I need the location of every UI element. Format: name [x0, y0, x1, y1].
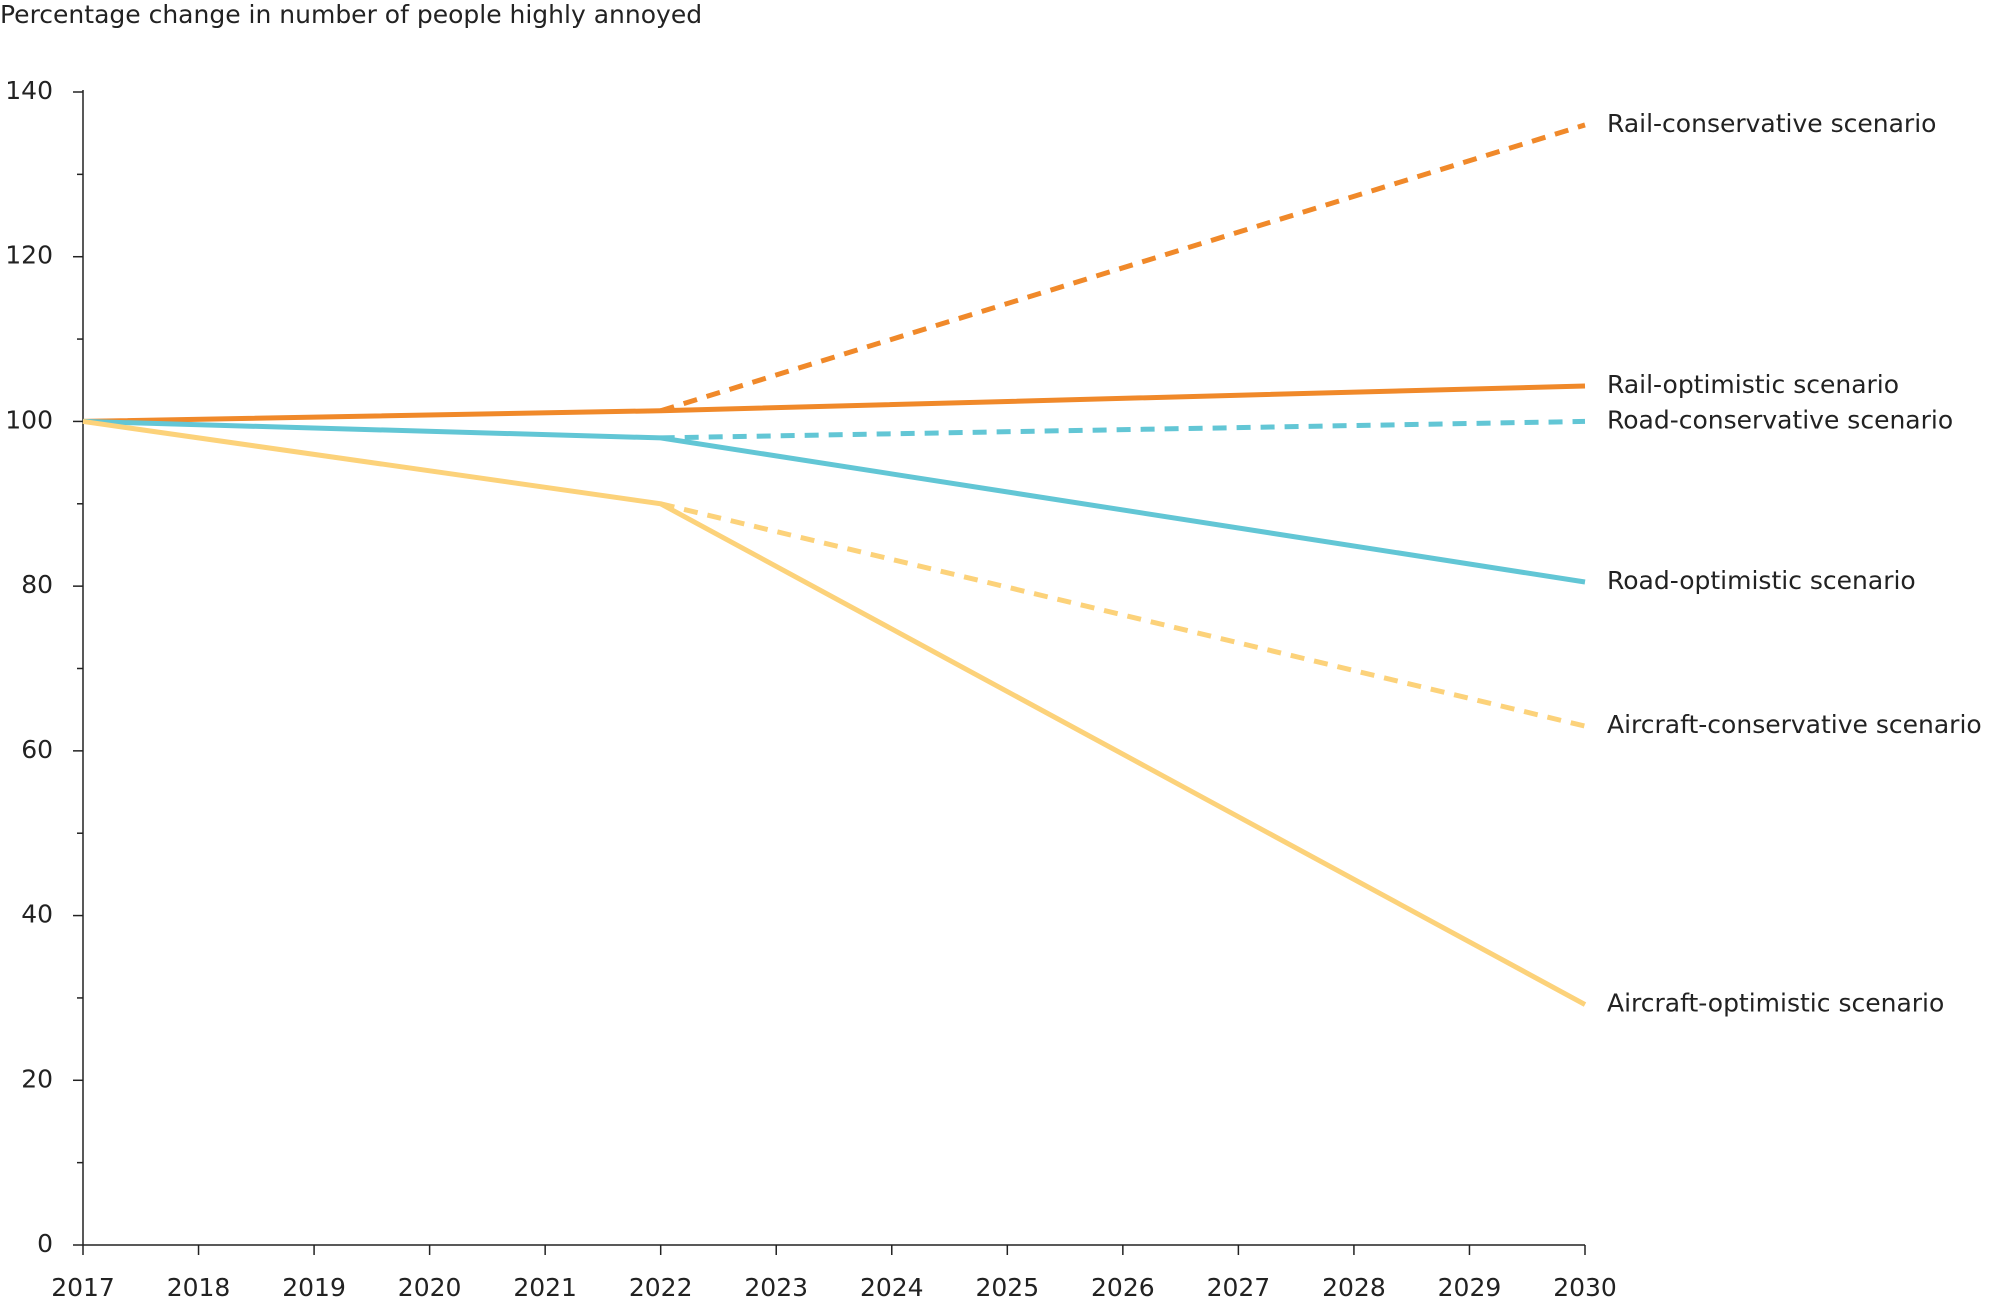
series-label: Rail-conservative scenario	[1607, 109, 1936, 138]
x-tick-label: 2026	[1091, 1273, 1155, 1302]
y-tick-label: 0	[37, 1229, 53, 1258]
y-tick-label: 60	[21, 735, 53, 764]
x-tick-label: 2027	[1207, 1273, 1271, 1302]
x-tick-label: 2022	[629, 1273, 693, 1302]
x-tick-label: 2019	[282, 1273, 346, 1302]
series-label: Rail-optimistic scenario	[1607, 370, 1899, 399]
series-line	[82, 418, 1586, 585]
series-label: Aircraft-optimistic scenario	[1607, 989, 1944, 1018]
series-line	[82, 383, 1586, 424]
series-line	[660, 501, 1586, 729]
y-tick-label: 140	[5, 76, 53, 105]
y-tick-label: 20	[21, 1064, 53, 1093]
y-axis-label: Percentage change in number of people hi…	[0, 0, 702, 29]
y-tick-label: 80	[21, 570, 53, 599]
y-tick-label: 120	[5, 241, 53, 270]
x-tick-label: 2017	[51, 1273, 115, 1302]
x-tick-label: 2023	[744, 1273, 808, 1302]
x-tick-label: 2028	[1322, 1273, 1386, 1302]
x-tick-label: 2030	[1553, 1273, 1617, 1302]
series-line	[660, 418, 1586, 441]
x-tick-label: 2020	[398, 1273, 462, 1302]
y-tick-label: 100	[5, 405, 53, 434]
x-tick-label: 2025	[975, 1273, 1039, 1302]
y-tick-label: 40	[21, 900, 53, 929]
series-line	[82, 418, 1587, 1007]
x-tick-label: 2029	[1438, 1273, 1502, 1302]
x-tick-label: 2024	[860, 1273, 924, 1302]
series-label: Road-optimistic scenario	[1607, 566, 1916, 595]
x-tick-label: 2021	[513, 1273, 577, 1302]
series-label: Aircraft-conservative scenario	[1607, 710, 1982, 739]
series-line	[659, 122, 1586, 414]
series-label: Road-conservative scenario	[1607, 405, 1953, 434]
x-tick-label: 2018	[167, 1273, 231, 1302]
